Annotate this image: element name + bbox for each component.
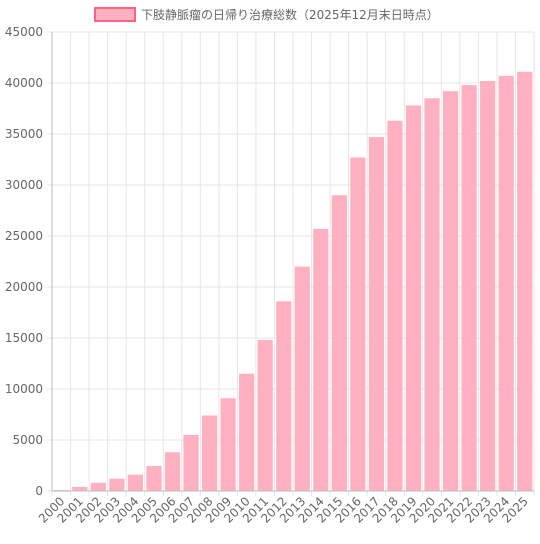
- y-tick-label: 15000: [5, 331, 43, 345]
- axes: [51, 32, 534, 492]
- y-tick-label: 20000: [5, 280, 43, 294]
- legend-swatch: [94, 7, 136, 22]
- y-tick-label: 45000: [5, 25, 43, 39]
- bar-2001[interactable]: [72, 486, 88, 491]
- bar-2021[interactable]: [442, 91, 459, 491]
- bar-2002[interactable]: [90, 482, 106, 491]
- y-tick-label: 35000: [5, 127, 43, 141]
- bar-2003[interactable]: [109, 478, 125, 491]
- bar-2020[interactable]: [424, 98, 440, 492]
- bar-2013[interactable]: [294, 266, 310, 491]
- bar-2022[interactable]: [461, 85, 477, 491]
- bar-2018[interactable]: [387, 120, 403, 492]
- y-tick-label: 30000: [5, 178, 43, 192]
- bar-2014[interactable]: [313, 228, 329, 492]
- bar-2009[interactable]: [220, 398, 236, 491]
- x-axis-ticks: 2000200120022003200420052006200720082009…: [36, 494, 531, 525]
- bar-2000[interactable]: [53, 489, 69, 491]
- y-tick-label: 10000: [5, 382, 43, 396]
- y-axis-ticks: 0 5000 10000 15000 20000 25000 30000 35000 40000…: [5, 25, 43, 498]
- legend-label: 下肢静脈瘤の日帰り治療総数（2025年12月末日時点）: [141, 7, 439, 22]
- bars: [53, 71, 533, 492]
- bar-2025[interactable]: [517, 71, 533, 491]
- bar-2024[interactable]: [498, 75, 514, 492]
- bar-2023[interactable]: [480, 80, 496, 492]
- y-tick-label: 25000: [5, 229, 43, 243]
- bar-2011[interactable]: [257, 340, 273, 491]
- y-tick-label: 5000: [12, 433, 43, 447]
- bar-2019[interactable]: [405, 105, 422, 491]
- bar-2005[interactable]: [146, 466, 162, 491]
- bar-2006[interactable]: [164, 452, 181, 491]
- gridlines: [47, 31, 535, 496]
- bar-2017[interactable]: [368, 137, 385, 491]
- bar-2015[interactable]: [331, 195, 347, 491]
- y-tick-label: 0: [35, 484, 43, 498]
- bar-2008[interactable]: [201, 415, 218, 491]
- bar-2007[interactable]: [183, 434, 199, 491]
- bar-2010[interactable]: [239, 373, 255, 491]
- y-tick-label: 40000: [5, 76, 43, 90]
- bar-2004[interactable]: [127, 474, 144, 491]
- bar-2016[interactable]: [350, 157, 366, 491]
- bar-2012[interactable]: [276, 301, 292, 491]
- legend[interactable]: 下肢静脈瘤の日帰り治療総数（2025年12月末日時点）: [94, 7, 439, 22]
